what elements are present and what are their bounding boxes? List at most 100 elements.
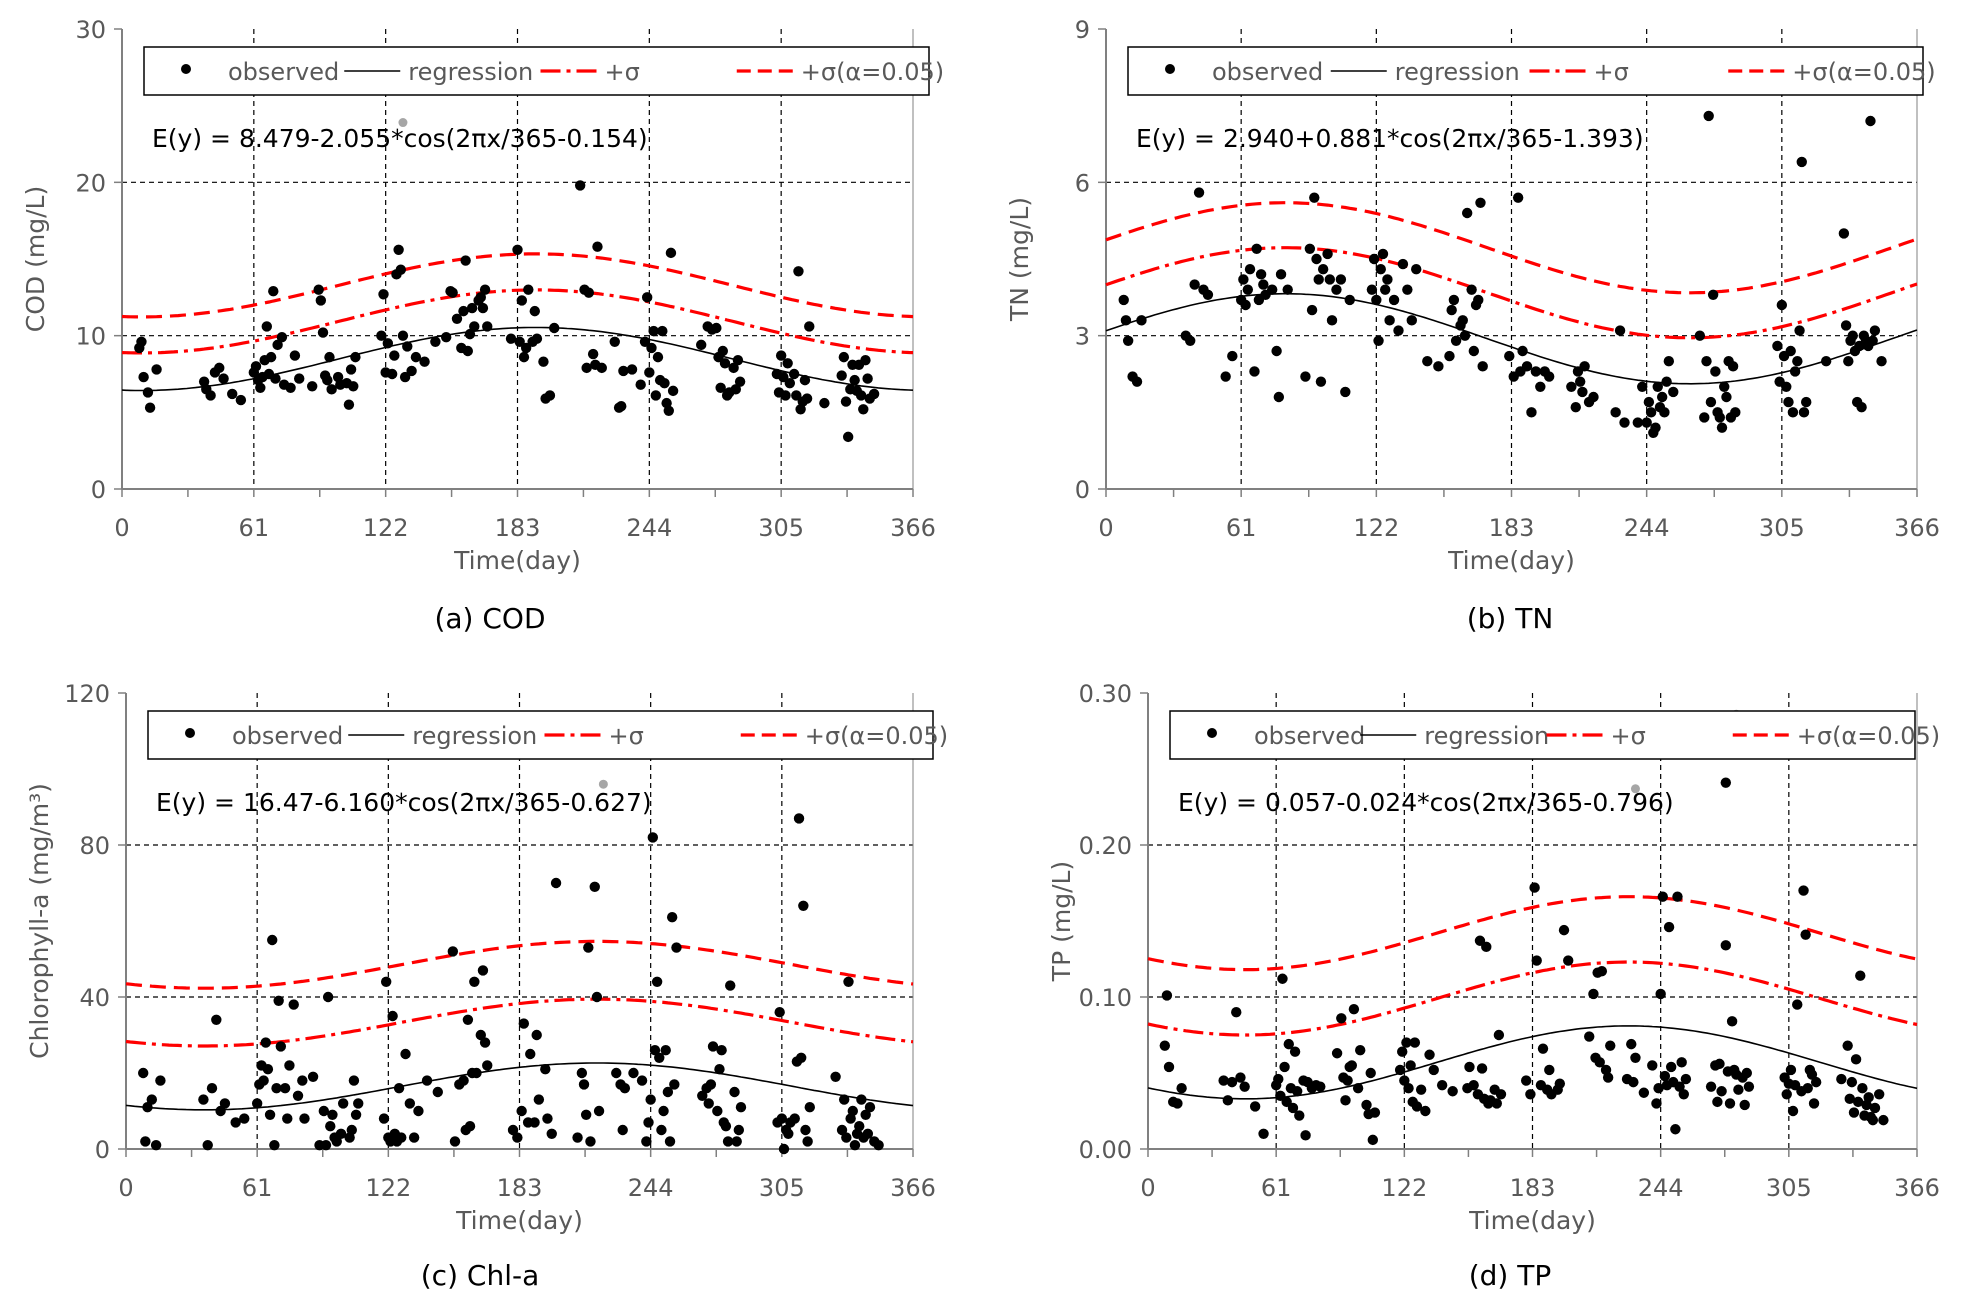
- observed-point: [1842, 1040, 1853, 1051]
- observed-point: [1743, 1081, 1755, 1092]
- observed-point: [838, 1094, 850, 1105]
- observed-point: [734, 376, 746, 387]
- observed-point: [318, 1105, 330, 1117]
- observed-point: [1258, 279, 1269, 290]
- observed-point: [778, 1143, 790, 1155]
- observed-point: [1240, 299, 1251, 311]
- observed-point: [628, 1067, 639, 1079]
- observed-point: [469, 321, 480, 332]
- observed-point: [1781, 381, 1792, 392]
- observed-point: [460, 255, 471, 266]
- observed-point: [798, 900, 809, 911]
- observed-point: [819, 397, 830, 409]
- observed-point: [1348, 1003, 1360, 1015]
- observed-point: [1699, 412, 1710, 423]
- observed-point: [842, 431, 854, 443]
- legend-box: [143, 46, 930, 96]
- x-tick-label: 122: [1353, 514, 1399, 542]
- observed-point: [1384, 315, 1395, 326]
- observed-point: [671, 942, 682, 953]
- observed-point: [538, 356, 549, 367]
- observed-point: [1672, 891, 1683, 902]
- observed-point: [1798, 407, 1810, 418]
- observed-point: [1650, 422, 1661, 433]
- observed-point: [864, 1102, 876, 1113]
- observed-point: [1781, 1089, 1792, 1100]
- observed-point: [353, 1098, 364, 1109]
- sigma-curve: [1105, 246, 1918, 340]
- observed-point: [421, 1075, 433, 1086]
- observed-point: [1361, 1099, 1372, 1111]
- observed-point: [619, 1083, 631, 1094]
- observed-point: [1661, 376, 1672, 387]
- observed-point: [378, 289, 389, 300]
- observed-point: [616, 401, 627, 412]
- observed-point: [475, 292, 486, 303]
- regression-equation: E(y) = 0.057-0.024*cos(2πx/365-0.796): [1178, 788, 1674, 817]
- legend-label-regression: regression: [1395, 58, 1520, 86]
- observed-point: [469, 976, 480, 987]
- observed-point: [1326, 315, 1338, 326]
- observed-point: [646, 342, 657, 354]
- observed-point: [326, 384, 337, 395]
- observed-point: [793, 266, 804, 277]
- observed-point: [1584, 1031, 1595, 1042]
- legend-label-regression: regression: [1424, 722, 1549, 750]
- observed-point: [1367, 1134, 1379, 1146]
- observed-point: [393, 1083, 405, 1094]
- observed-point: [1836, 1073, 1847, 1085]
- observed-point: [696, 339, 707, 351]
- observed-point: [650, 390, 662, 401]
- observed-point: [1705, 396, 1717, 408]
- observed-point: [617, 1124, 628, 1136]
- sigma95-curve: [1105, 201, 1918, 295]
- observed-point: [1238, 274, 1249, 285]
- sigma95-curve: [1147, 895, 1918, 972]
- observed-point: [284, 1060, 295, 1071]
- observed-point: [1189, 279, 1200, 290]
- x-tick-label: 305: [759, 1174, 805, 1202]
- observed-point: [289, 350, 301, 361]
- observed-point: [1537, 1043, 1549, 1054]
- observed-point: [1543, 371, 1555, 382]
- observed-point: [703, 1098, 714, 1109]
- x-tick-label: 61: [242, 1174, 273, 1202]
- observed-point: [1802, 1083, 1813, 1094]
- observed-point: [1867, 335, 1878, 346]
- observed-point: [458, 1075, 469, 1086]
- observed-point: [1529, 882, 1540, 893]
- observed-point: [1161, 990, 1173, 1001]
- observed-point: [1365, 1067, 1376, 1079]
- observed-point: [1366, 284, 1378, 295]
- observed-point: [1707, 289, 1719, 300]
- observed-point: [1461, 207, 1473, 219]
- observed-point: [1352, 1083, 1364, 1094]
- observed-point: [1520, 1075, 1532, 1086]
- observed-point: [580, 1109, 592, 1121]
- observed-point: [1796, 156, 1807, 168]
- x-tick-label: 122: [363, 514, 409, 542]
- observed-point: [1676, 1057, 1687, 1068]
- observed-point: [1415, 1084, 1427, 1095]
- observed-point: [1663, 921, 1675, 933]
- observed-point: [1678, 1089, 1689, 1100]
- observed-point: [1251, 243, 1262, 254]
- x-tick-label: 305: [1759, 514, 1805, 542]
- observed-point: [788, 368, 800, 380]
- observed-point: [1655, 988, 1666, 1000]
- observed-point: [1468, 1079, 1479, 1091]
- observed-point: [214, 362, 225, 374]
- legend-label-regression: regression: [408, 58, 533, 86]
- observed-point: [1249, 366, 1260, 377]
- observed-point: [1172, 1098, 1183, 1109]
- observed-point: [1521, 361, 1533, 372]
- y-tick-label: 80: [79, 832, 110, 860]
- observed-point: [1694, 330, 1706, 341]
- observed-point: [778, 371, 789, 383]
- legend-label-observed: observed: [1254, 722, 1365, 750]
- x-tick-label: 244: [1624, 514, 1670, 542]
- observed-point: [1220, 371, 1231, 382]
- observed-point: [1131, 376, 1143, 387]
- observed-point: [1730, 407, 1741, 418]
- observed-point: [387, 1010, 398, 1022]
